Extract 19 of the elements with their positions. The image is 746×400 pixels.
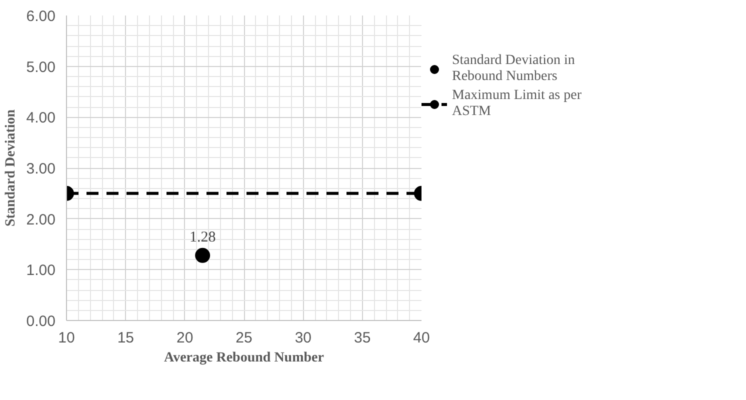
x-tick-label: 25 — [236, 330, 252, 346]
x-tick-label: 30 — [294, 330, 312, 346]
x-tick-label: 10 — [58, 330, 75, 346]
legend-label: Maximum Limit as per ASTM — [452, 88, 582, 120]
y-tick-label: 2.00 — [26, 211, 56, 228]
y-axis-title: Standard Deviation — [3, 109, 18, 227]
legend-label: Standard Deviation in Rebound Numbers — [452, 53, 575, 85]
y-tick-label: 4.00 — [26, 110, 56, 127]
x-tick-label: 35 — [354, 330, 371, 346]
y-tick-label: 0.00 — [26, 313, 56, 330]
y-tick-label: 3.00 — [26, 160, 56, 178]
data-label: 1.28 — [189, 229, 216, 246]
x-tick-label: 20 — [176, 330, 194, 346]
y-tick-label: 6.00 — [26, 8, 56, 25]
x-axis-title: Average Rebound Number — [164, 350, 324, 366]
y-tick-label: 1.00 — [26, 262, 56, 280]
y-tick-label: 5.00 — [26, 58, 56, 76]
x-tick-label: 15 — [117, 330, 134, 346]
x-tick-label: 40 — [413, 330, 430, 346]
